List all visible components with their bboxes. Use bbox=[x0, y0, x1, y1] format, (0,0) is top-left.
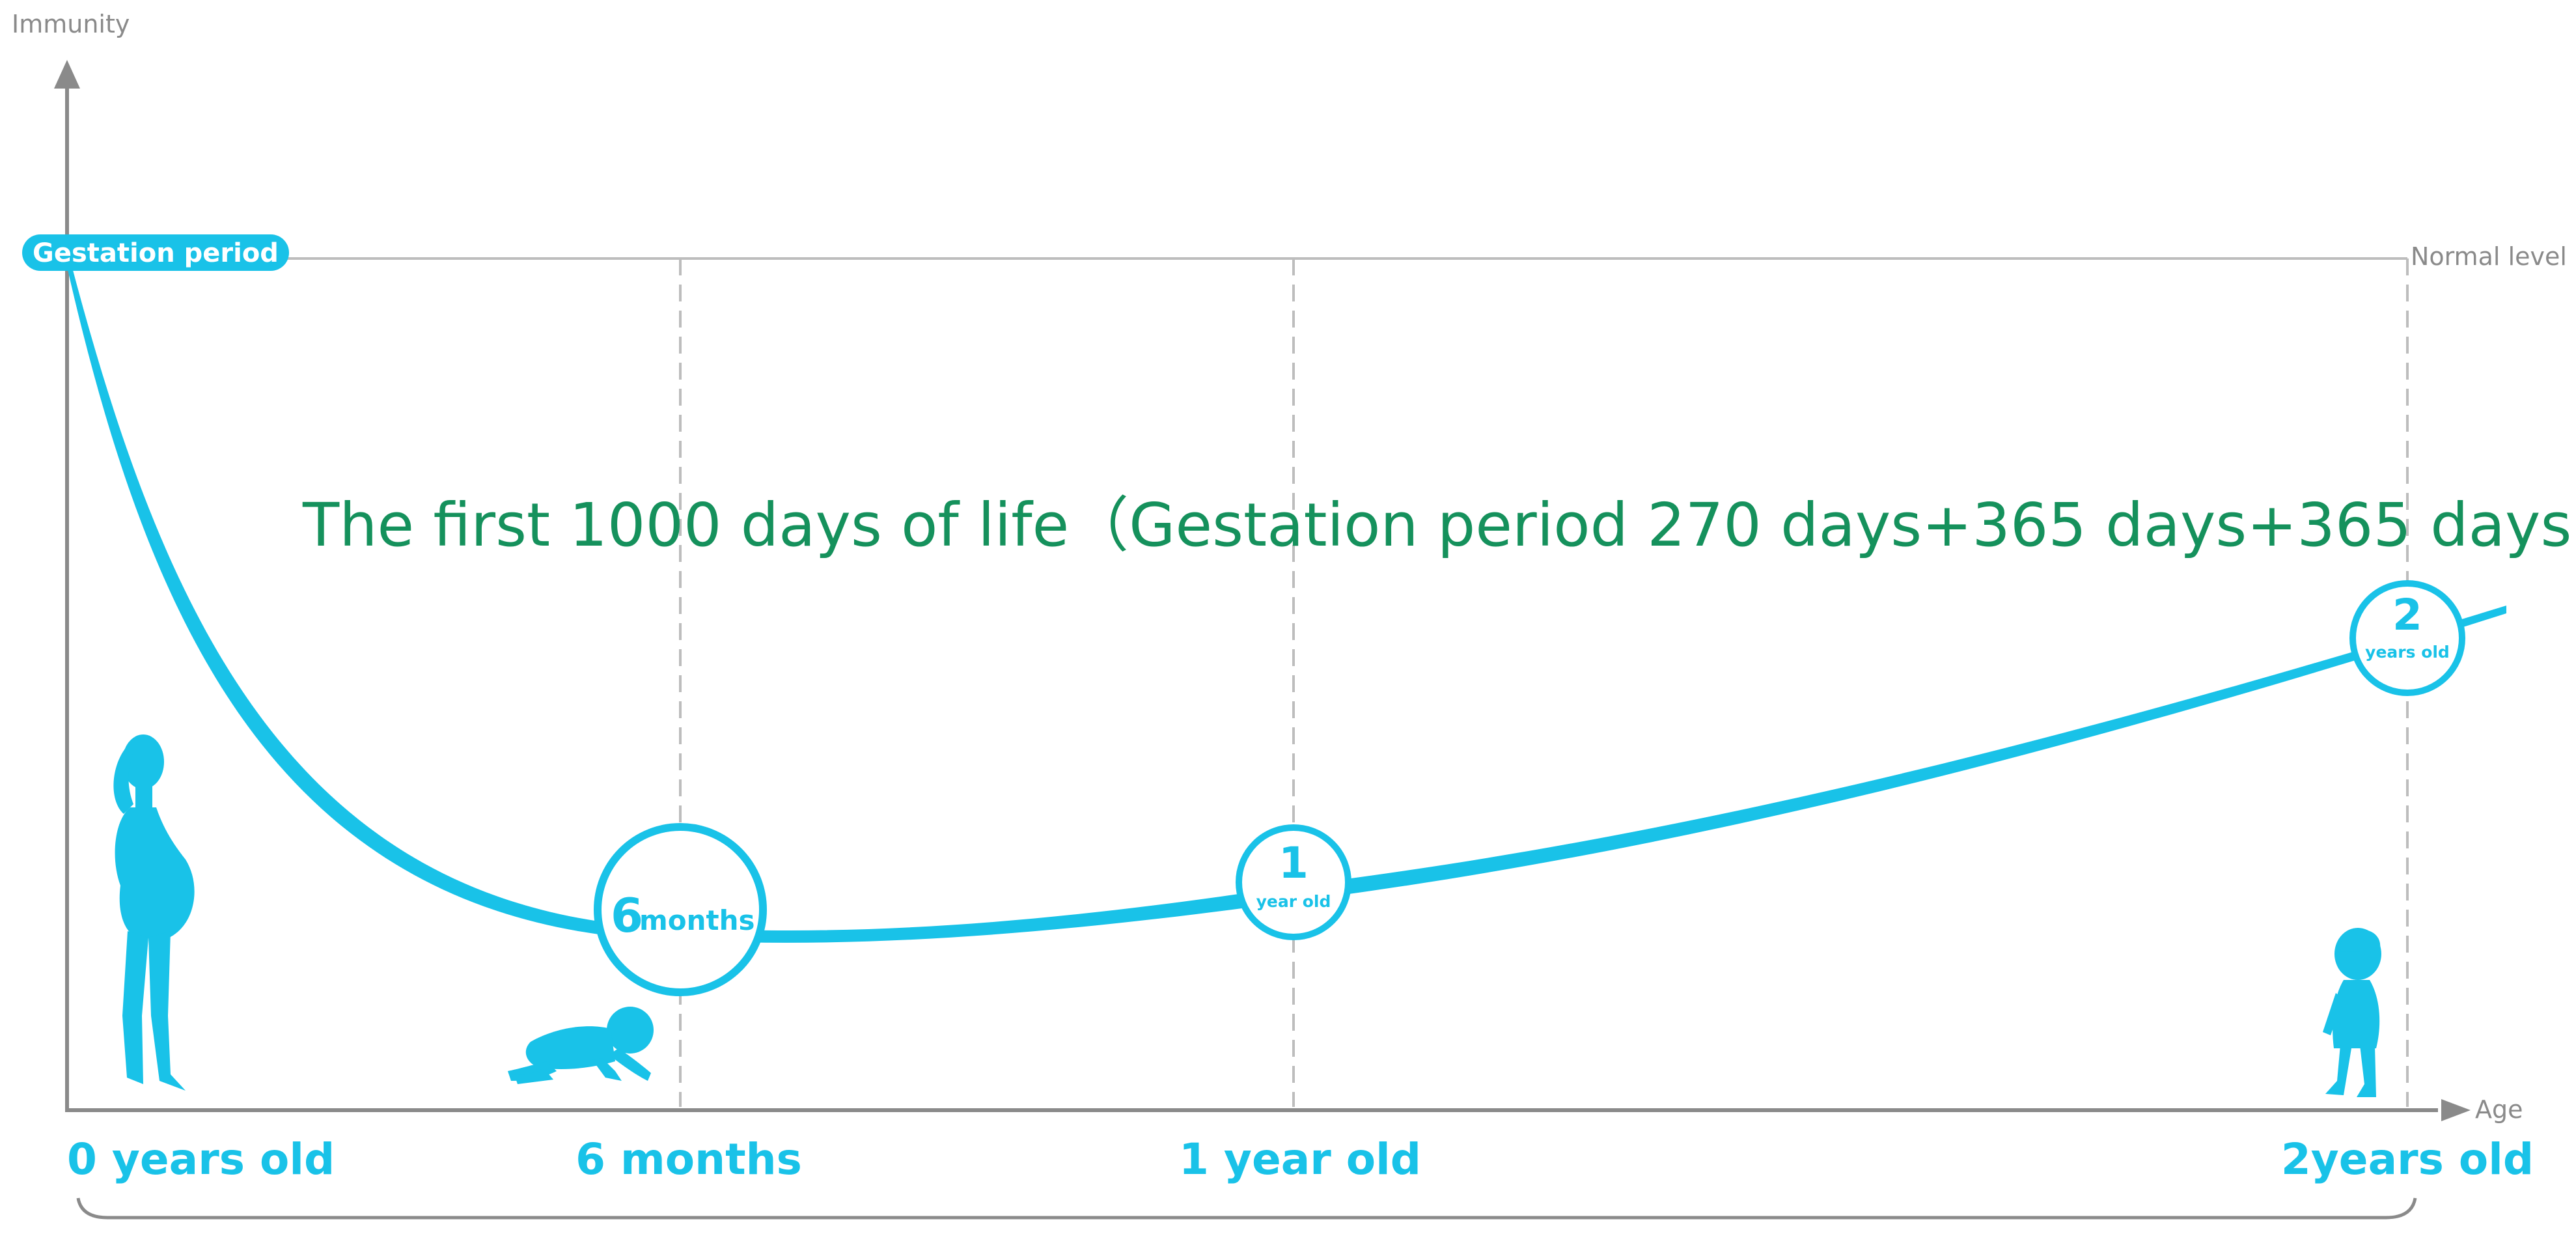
pregnant-woman-icon bbox=[113, 734, 195, 1091]
marker-1-year-unit: year old bbox=[1256, 892, 1331, 911]
x-tick-2-years: 2years old bbox=[2281, 1134, 2534, 1184]
normal-level-label: Normal level bbox=[2411, 242, 2567, 271]
headline: The first 1000 days of life（Gestation pe… bbox=[302, 490, 2576, 560]
marker-2-years-number: 2 bbox=[2392, 590, 2422, 640]
marker-1-year-number: 1 bbox=[1279, 838, 1309, 888]
x-axis-arrow-icon bbox=[2441, 1099, 2471, 1121]
x-tick-6-months: 6 months bbox=[575, 1134, 802, 1184]
x-tick-0-years: 0 years old bbox=[67, 1134, 335, 1184]
marker-6-months bbox=[594, 823, 767, 996]
toddler-icon bbox=[2323, 928, 2381, 1097]
y-axis-arrow-icon bbox=[54, 60, 80, 89]
crawling-baby-icon bbox=[508, 1007, 654, 1084]
gestation-period-badge bbox=[22, 234, 289, 271]
marker-6-months-unit: months bbox=[639, 904, 755, 936]
bottom-brace bbox=[76, 1197, 2417, 1220]
marker-2-years-unit: years old bbox=[2365, 643, 2450, 662]
gestation-period-badge-text: Gestation period bbox=[33, 238, 279, 268]
x-tick-1-year: 1 year old bbox=[1179, 1134, 1421, 1184]
x-axis-label: Age bbox=[2475, 1095, 2523, 1124]
marker-6-months-number: 6 bbox=[611, 888, 643, 943]
y-axis-label: Immunity bbox=[12, 10, 130, 38]
marker-2-years bbox=[2349, 580, 2465, 696]
marker-1-year bbox=[1236, 824, 1351, 940]
